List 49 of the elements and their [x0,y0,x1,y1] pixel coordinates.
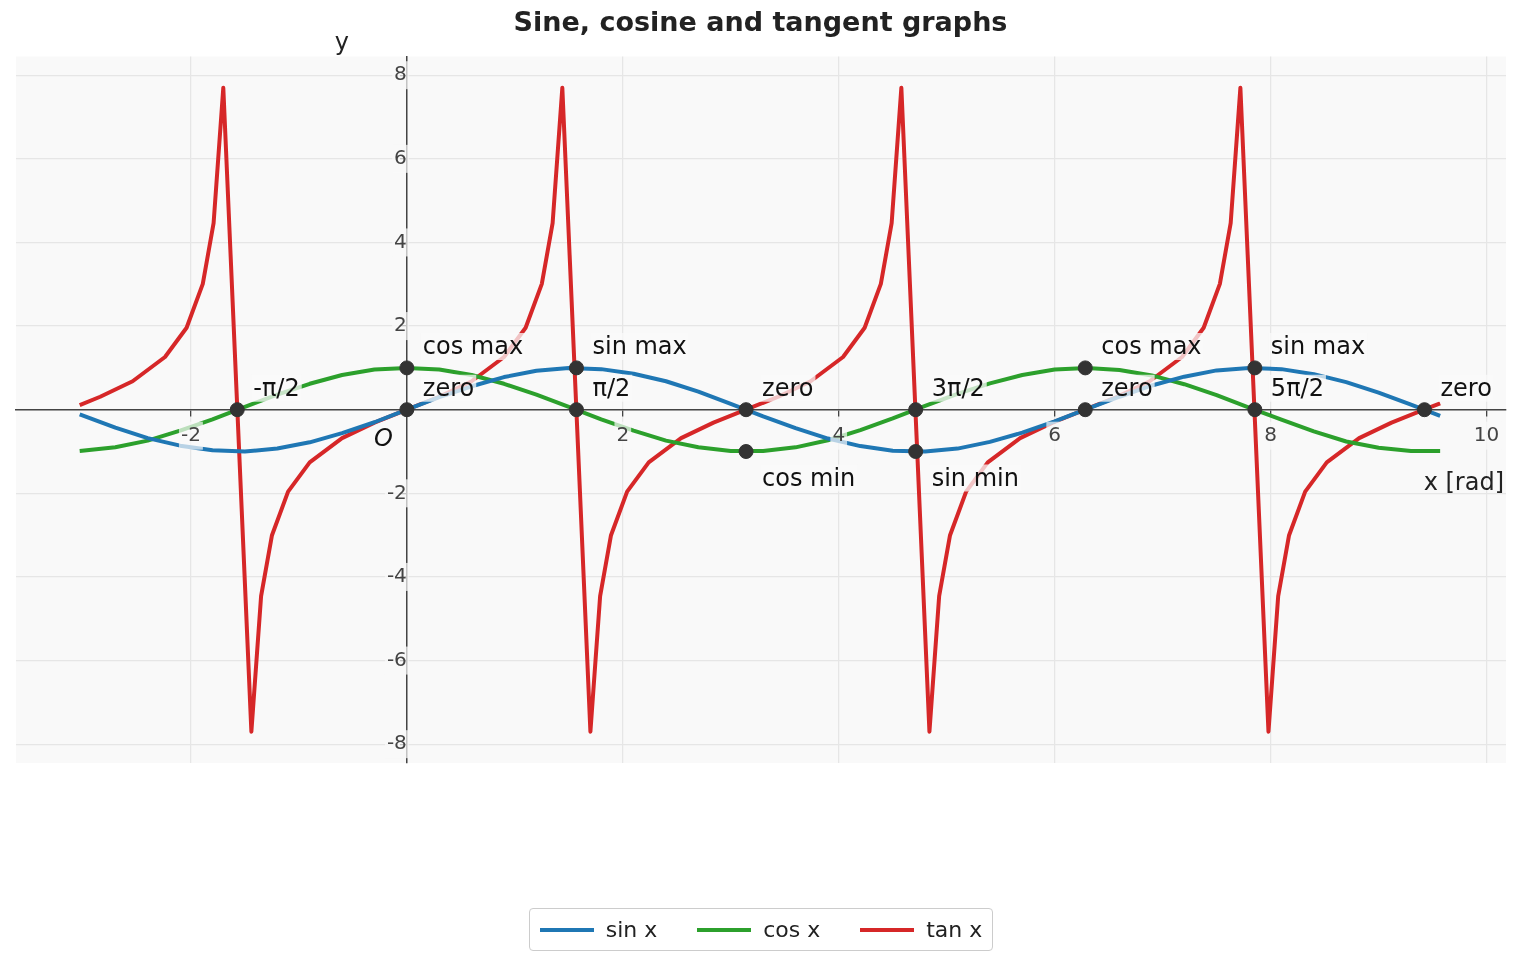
point [399,402,415,418]
annotation: zero [422,373,475,402]
annotation: 3π/2 [931,373,985,402]
point [1077,402,1093,418]
annotation: zero [1101,373,1153,402]
x-tick-label: 6 [1048,421,1062,446]
y-tick-label: -2 [386,479,407,504]
point [568,360,584,376]
point [908,444,924,460]
annotation: zero [762,373,814,402]
point [399,360,415,376]
x-axis-title: x [rad] [1423,467,1504,496]
point [1247,402,1263,418]
x-tick-label: 10 [1473,421,1500,446]
annotation: cos min [762,463,856,492]
x-tick-label: -2 [180,421,201,446]
annotation: sin max [592,331,687,360]
point [1247,360,1263,376]
legend-label: sin x [605,917,658,942]
y-axis-title: y [334,28,349,57]
legend-label: cos x [763,917,821,942]
chart-title: Sine, cosine and tangent graphs [513,6,1008,38]
y-tick-label: 2 [394,312,407,337]
y-tick-label: -4 [386,563,407,588]
annotation: sin max [1270,331,1366,360]
annotation: 5π/2 [1270,373,1324,402]
y-tick-label: 8 [394,61,407,86]
y-tick-label: 6 [394,145,407,170]
y-tick-label: -8 [386,730,407,755]
annotation: cos max [1101,331,1202,360]
point [229,402,245,418]
y-tick-label: 4 [394,228,407,253]
annotation: π/2 [592,373,631,402]
point [568,402,584,418]
annotation: cos max [422,331,524,360]
x-tick-label: 2 [616,421,630,446]
x-tick-label: 8 [1264,421,1277,446]
annotation: O [373,423,393,452]
point [1416,402,1432,418]
x-tick-label: 4 [832,421,846,446]
point [738,444,754,460]
y-tick-label: -6 [386,646,407,671]
point [1077,360,1093,376]
point [908,402,924,418]
annotation: sin min [931,463,1019,492]
point [738,402,754,418]
legend-label: tan x [926,917,983,942]
annotation: -π/2 [253,373,300,402]
annotation: zero [1440,373,1492,402]
